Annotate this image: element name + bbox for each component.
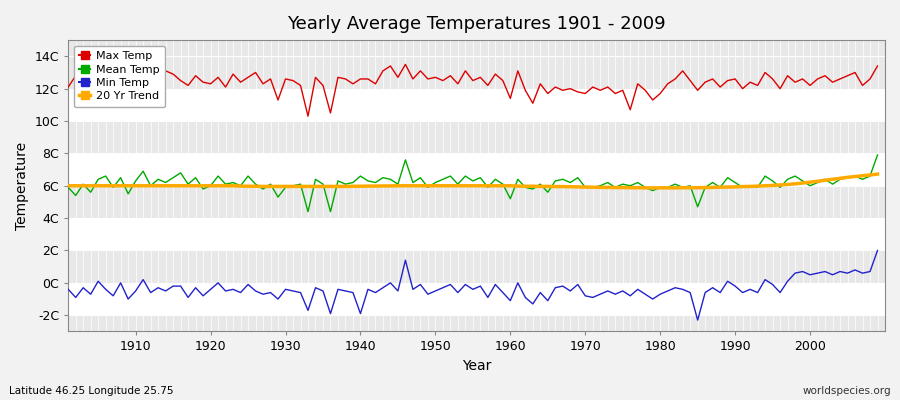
- Title: Yearly Average Temperatures 1901 - 2009: Yearly Average Temperatures 1901 - 2009: [287, 15, 666, 33]
- X-axis label: Year: Year: [462, 359, 491, 373]
- Y-axis label: Temperature: Temperature: [15, 142, 29, 230]
- Bar: [68, 56, 885, 89]
- Bar: [68, 186, 885, 218]
- Bar: [68, 121, 885, 153]
- Bar: [68, 89, 885, 121]
- Legend: Max Temp, Mean Temp, Min Temp, 20 Yr Trend: Max Temp, Mean Temp, Min Temp, 20 Yr Tre…: [74, 46, 166, 107]
- Text: worldspecies.org: worldspecies.org: [803, 386, 891, 396]
- Bar: [68, 218, 885, 250]
- Bar: [68, 153, 885, 186]
- Text: Latitude 46.25 Longitude 25.75: Latitude 46.25 Longitude 25.75: [9, 386, 174, 396]
- Bar: [68, 283, 885, 315]
- Bar: [68, 250, 885, 283]
